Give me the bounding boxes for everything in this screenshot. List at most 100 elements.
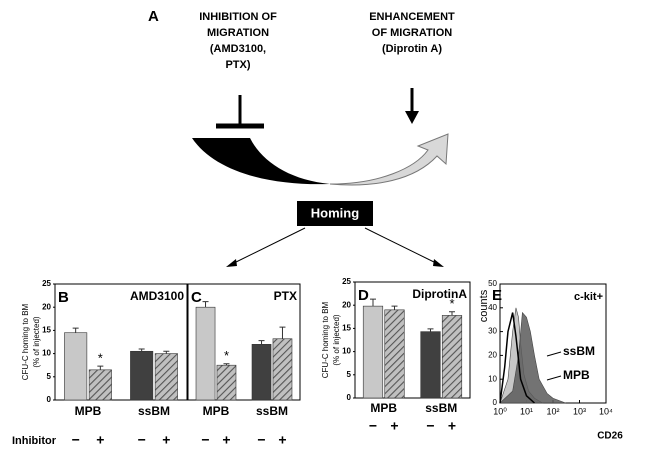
plot-frame (354, 281, 471, 399)
significance: * (98, 351, 103, 366)
legend-label: MPB (563, 368, 590, 382)
right-text: OF MIGRATION (372, 27, 453, 39)
right-text: ENHANCEMENT (369, 11, 455, 23)
left-text: PTX) (225, 59, 250, 71)
bar (441, 315, 463, 399)
bar (216, 364, 237, 401)
y-axis-label: CFU-C homing to BM (21, 303, 30, 380)
enhance-curve (329, 133, 449, 186)
x-tick-label: 10¹ (520, 406, 533, 416)
inhibit-curve (192, 138, 330, 185)
x-sublabel: + (222, 432, 230, 448)
y-tick-label: 5 (347, 370, 352, 379)
y-axis-label: (% of injected) (332, 314, 341, 365)
panel-label: C (191, 289, 202, 306)
x-sublabel: + (162, 432, 170, 448)
bar (154, 353, 178, 401)
x-tick-label: ssBM (425, 401, 457, 415)
error-bar (138, 348, 145, 352)
error-bar (97, 365, 104, 370)
panel-title: AMD3100 (130, 289, 184, 303)
error-bar (202, 301, 209, 308)
panel-title: c-kit+ (574, 291, 603, 303)
arrow-head (433, 259, 444, 267)
y-tick-label: 25 (42, 279, 51, 288)
significance: * (449, 296, 454, 311)
x-sublabel: + (390, 418, 398, 434)
x-tick-label: 10³ (573, 406, 586, 416)
histogram-line (499, 312, 535, 404)
y-tick-label: 30 (488, 327, 497, 336)
bar (272, 338, 293, 401)
error-bar (427, 328, 434, 332)
arrow (364, 227, 439, 265)
y-tick-label: 15 (42, 326, 51, 335)
y-tick-label: 20 (42, 302, 51, 311)
y-tick-label: 0 (47, 395, 52, 404)
right-text: (Diprotin A) (382, 43, 442, 55)
y-tick-label: 20 (342, 300, 351, 309)
x-tick-label: ssBM (256, 404, 288, 418)
significance: * (224, 348, 229, 363)
plot-frame (54, 283, 188, 401)
homing-box (297, 201, 373, 226)
x-sublabel: + (96, 432, 104, 448)
legend-pointer (546, 375, 562, 381)
left-text: (AMD3100, (210, 43, 266, 55)
left-text: MIGRATION (207, 27, 269, 39)
x-tick-label: 10⁴ (599, 406, 613, 416)
panel-title: DiprotinA (412, 287, 467, 301)
x-sublabel: − (72, 432, 80, 448)
error-bar (223, 363, 230, 366)
x-tick-label: MPB (203, 404, 230, 418)
error-bar (391, 305, 398, 310)
bar (420, 331, 441, 399)
y-tick-label: 0 (347, 393, 352, 402)
error-bar (258, 340, 265, 345)
x-axis-label: CD26 (597, 431, 623, 442)
y-tick-label: 20 (488, 351, 497, 360)
y-axis-label: (% of injected) (32, 316, 41, 367)
bar (195, 306, 216, 401)
error-bar (369, 298, 376, 307)
y-tick-label: 10 (342, 347, 351, 356)
y-tick-label: 40 (488, 303, 497, 312)
x-tick-label: ssBM (138, 404, 170, 418)
panel-label: A (148, 8, 159, 25)
y-axis-label: counts (478, 289, 490, 322)
x-sublabel: − (426, 418, 434, 434)
x-sublabel: + (448, 418, 456, 434)
bar (88, 369, 112, 401)
y-axis-label: CFU-C homing to BM (321, 301, 330, 378)
y-tick-label: 50 (488, 279, 497, 288)
histogram-area (499, 311, 566, 404)
x-sublabel: − (138, 432, 146, 448)
homing-label: Homing (311, 205, 359, 220)
x-sublabel: − (201, 432, 209, 448)
left-text: INHIBITION OF (199, 11, 277, 23)
x-sublabel: + (278, 432, 286, 448)
legend-pointer (546, 351, 562, 357)
panel-label: D (358, 287, 369, 304)
x-tick-label: MPB (75, 404, 102, 418)
legend-label: ssBM (563, 344, 595, 358)
bar (384, 309, 405, 399)
x-tick-label: MPB (370, 401, 397, 415)
x-tick-label: 10² (546, 406, 559, 416)
panel-label: B (58, 289, 69, 306)
enhance-arrow-head (405, 111, 419, 124)
y-tick-label: 25 (342, 277, 351, 286)
diagram: A INHIBITION OF MIGRATION (AMD3100, PTX)… (12, 8, 455, 447)
bar (130, 350, 154, 401)
arrow (231, 227, 306, 265)
arrow-head (226, 259, 237, 267)
panel-label: E (492, 287, 502, 304)
y-tick-label: 10 (488, 374, 497, 383)
bar (64, 332, 88, 401)
group-label: Inhibitor (12, 435, 57, 447)
x-tick-label: 10⁰ (493, 406, 507, 416)
y-tick-label: 10 (42, 349, 51, 358)
error-bar (163, 350, 170, 354)
bar (251, 344, 272, 401)
